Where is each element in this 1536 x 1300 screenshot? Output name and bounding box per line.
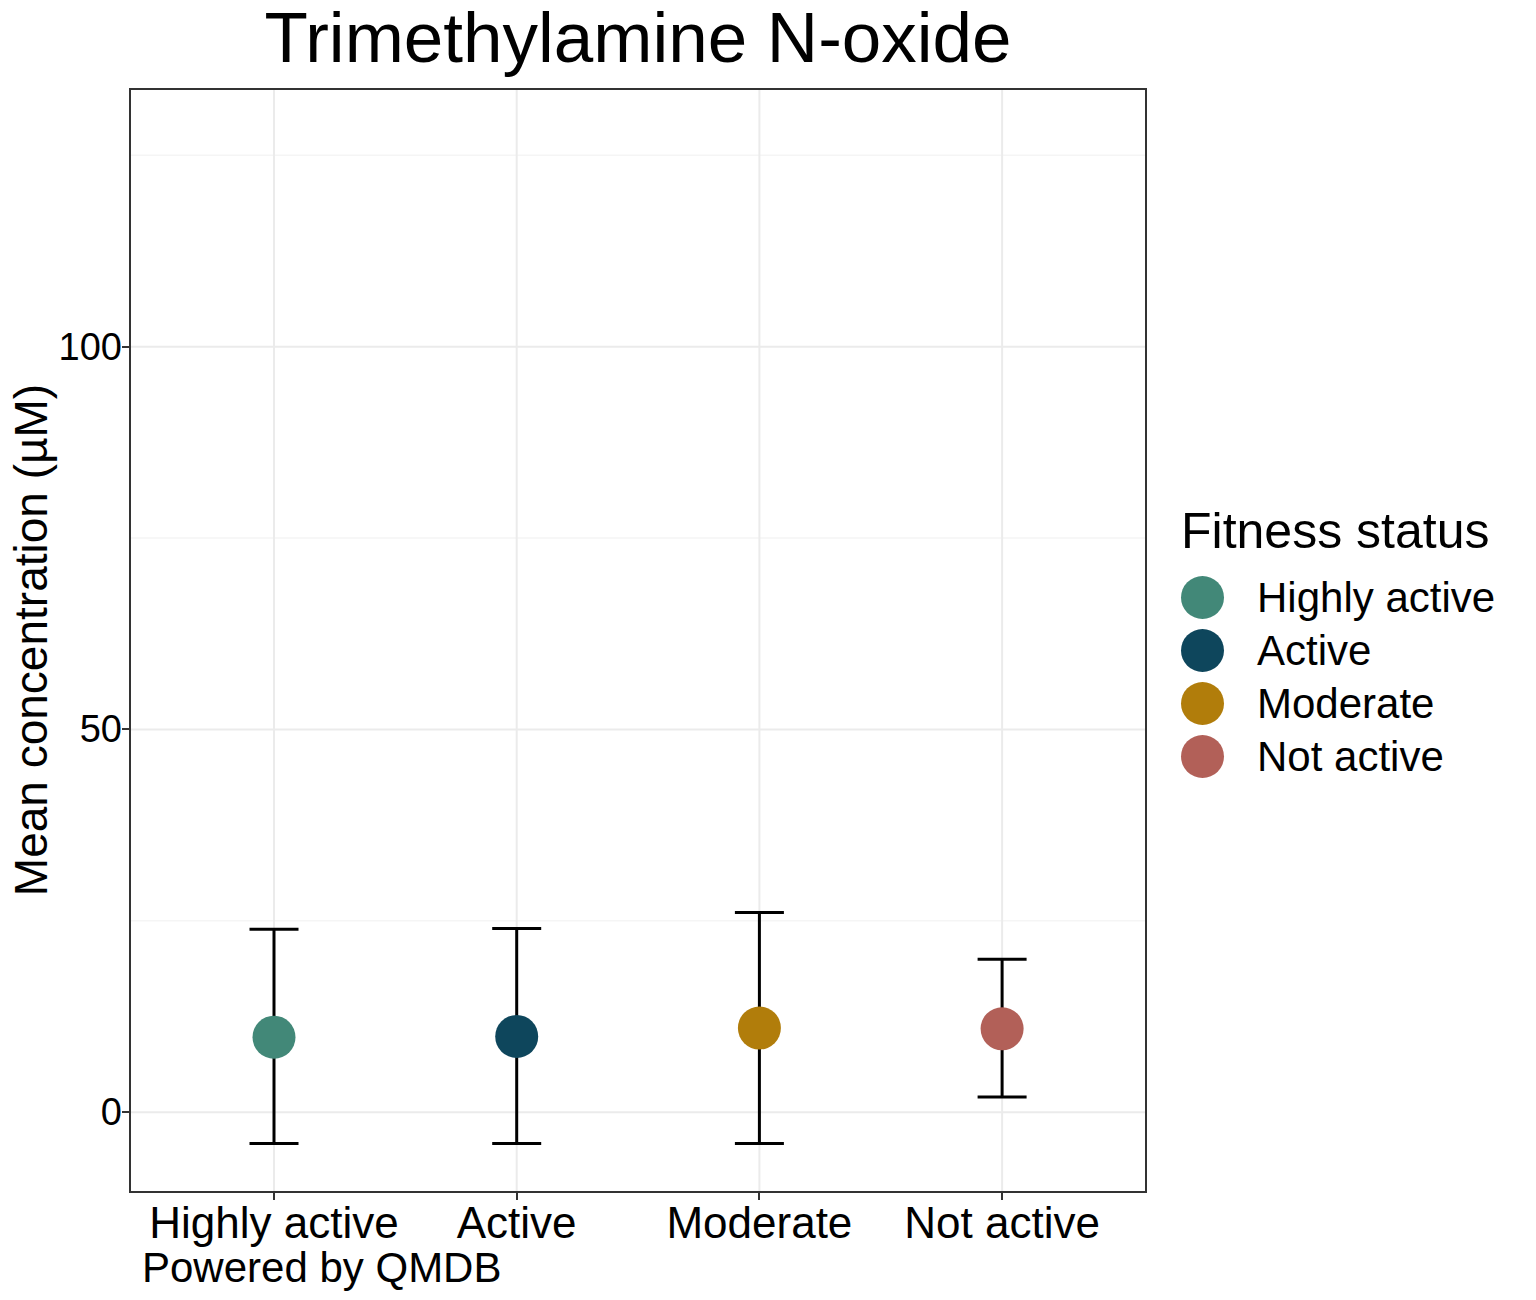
legend-item-not-active: Not active	[1181, 730, 1495, 783]
legend-label-active: Active	[1257, 630, 1371, 672]
y-tick-label-0: 0	[2, 1093, 122, 1131]
y-tick-100	[122, 346, 129, 348]
x-tick-label-highly-active: Highly active	[149, 1201, 398, 1245]
panel-svg	[129, 88, 1147, 1193]
plot-panel	[129, 88, 1147, 1193]
legend-swatch-moderate	[1181, 682, 1224, 725]
legend-title: Fitness status	[1181, 506, 1489, 556]
plot-figure: Trimethylamine N-oxide Mean concentratio…	[0, 0, 1536, 1300]
y-tick-label-50: 50	[2, 710, 122, 748]
y-axis-title: Mean concentration (µM)	[4, 384, 58, 896]
legend-swatch-highly-active	[1181, 576, 1224, 619]
legend-swatch-active	[1181, 629, 1224, 672]
y-tick-0	[122, 1111, 129, 1113]
legend-label-moderate: Moderate	[1257, 683, 1434, 725]
legend-label-highly-active: Highly active	[1257, 577, 1495, 619]
point-active	[495, 1015, 538, 1058]
legend-item-moderate: Moderate	[1181, 677, 1495, 730]
x-tick-label-not-active: Not active	[904, 1201, 1100, 1245]
x-tick-label-moderate: Moderate	[666, 1201, 852, 1245]
chart-title: Trimethylamine N-oxide	[129, 2, 1147, 73]
y-tick-50	[122, 728, 129, 730]
x-tick-label-active: Active	[457, 1201, 577, 1245]
y-tick-label-100: 100	[2, 328, 122, 366]
legend: Highly active Active Moderate Not active	[1181, 571, 1495, 783]
legend-label-not-active: Not active	[1257, 736, 1444, 778]
point-not-active	[981, 1007, 1024, 1050]
legend-swatch-not-active	[1181, 735, 1224, 778]
point-highly-active	[253, 1016, 296, 1059]
point-moderate	[738, 1007, 781, 1050]
legend-item-highly-active: Highly active	[1181, 571, 1495, 624]
legend-item-active: Active	[1181, 624, 1495, 677]
caption: Powered by QMDB	[142, 1247, 501, 1289]
